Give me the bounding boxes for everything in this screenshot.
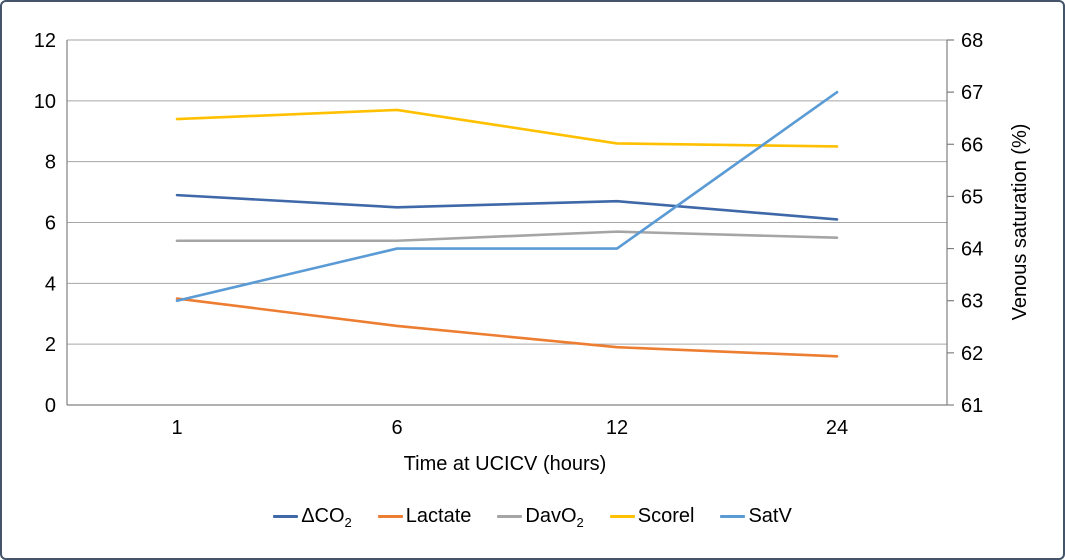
series-line-satv — [175, 90, 839, 303]
x-tick-label-24: 24 — [826, 417, 848, 439]
left-tick-label-6: 6 — [45, 213, 56, 235]
legend-entry-satv: SatV — [720, 504, 792, 528]
legend-label-scorel: Scorel — [637, 504, 695, 527]
left-tick-label-10: 10 — [34, 91, 56, 113]
left-tick-label-8: 8 — [45, 152, 56, 174]
right-axis-title: Venous saturation (%) — [1009, 123, 1031, 321]
x-tick-label-1: 1 — [171, 417, 182, 439]
right-tick-label-68: 68 — [961, 30, 983, 52]
right-tick-label-63: 63 — [961, 291, 983, 313]
legend-label-dco2: ΔCO2 — [301, 504, 352, 530]
series-line-lactate — [175, 297, 839, 358]
legend-line-swatch-dco2 — [273, 514, 299, 518]
x-tick-label-12: 12 — [606, 417, 628, 439]
right-tick-label-66: 66 — [961, 134, 983, 156]
x-tick-label-6: 6 — [391, 417, 402, 439]
series-line-dco2 — [175, 193, 839, 221]
left-tick-label-4: 4 — [45, 273, 56, 295]
legend-label-davo2: DavO2 — [525, 504, 584, 530]
legend-line-swatch-lactate — [377, 514, 403, 518]
legend-label-lactate: Lactate — [405, 504, 472, 527]
series-line-davo2 — [175, 230, 839, 243]
x-axis-title: Time at UCICV (hours) — [403, 453, 607, 475]
left-tick-label-0: 0 — [45, 395, 56, 417]
legend-line-swatch-satv — [720, 514, 746, 518]
right-tick-label-64: 64 — [961, 239, 983, 261]
legend-entry-lactate: Lactate — [377, 504, 472, 528]
series-line-scorel — [175, 108, 839, 148]
right-tick-label-65: 65 — [961, 186, 983, 208]
right-tick-label-61: 61 — [961, 395, 983, 417]
legend-entry-scorel: Scorel — [609, 504, 695, 528]
right-tick-label-62: 62 — [961, 343, 983, 365]
left-tick-label-2: 2 — [45, 334, 56, 356]
legend-line-swatch-davo2 — [497, 514, 523, 518]
legend-entry-davo2: DavO2 — [497, 504, 584, 530]
legend-label-satv: SatV — [748, 504, 792, 527]
right-tick-label-67: 67 — [961, 82, 983, 104]
legend-line-swatch-scorel — [609, 514, 635, 518]
legend-entry-dco2: ΔCO2 — [273, 504, 352, 530]
legend: ΔCO2 Lactate DavO2 Scorel SatV — [2, 500, 1063, 532]
left-tick-label-12: 12 — [34, 30, 56, 52]
